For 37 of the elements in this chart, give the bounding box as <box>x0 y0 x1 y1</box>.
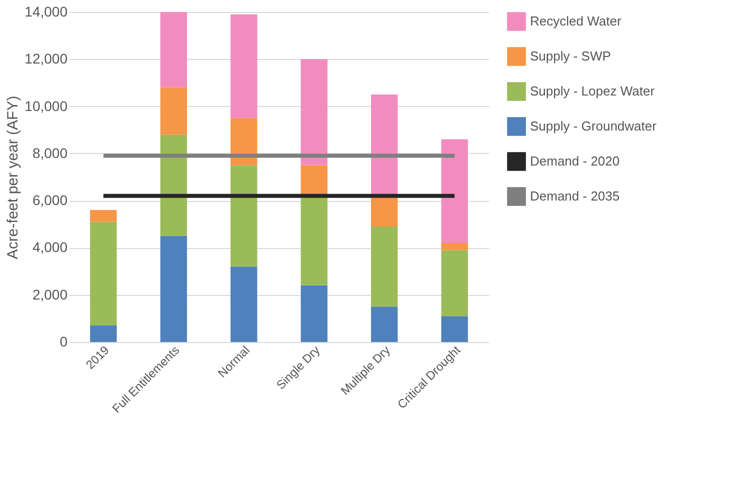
bar <box>160 87 187 135</box>
legend-label: Supply - Groundwater <box>530 118 658 134</box>
bar <box>230 266 258 342</box>
legend-label: Supply - Lopez Water <box>530 84 656 98</box>
bar <box>441 316 468 342</box>
y-tick-label: 4,000 <box>32 239 68 256</box>
bar <box>300 285 328 342</box>
legend-label: Demand - 2035 <box>530 188 620 204</box>
bar <box>371 306 398 342</box>
legend-label: Demand - 2020 <box>530 154 620 168</box>
y-tick-label: 2,000 <box>32 286 68 302</box>
bar <box>90 326 117 342</box>
bar <box>160 12 187 88</box>
bar <box>300 165 328 194</box>
bar <box>90 210 117 222</box>
bar <box>160 134 187 236</box>
y-axis-title: Acre-feet per year (AFY) <box>4 96 22 260</box>
bar <box>300 59 328 166</box>
bar <box>90 222 117 326</box>
y-tick-label: 10,000 <box>24 98 68 114</box>
y-tick-label: 0 <box>60 334 68 350</box>
y-tick-label: 14,000 <box>24 4 68 20</box>
bar <box>230 14 258 118</box>
bar <box>160 236 187 342</box>
legend-label: Supply - SWP <box>530 48 611 64</box>
bar <box>371 196 398 226</box>
bar <box>441 250 468 316</box>
bar <box>371 94 398 196</box>
legend-label: Recycled Water <box>530 14 622 28</box>
bar <box>230 165 258 267</box>
bar <box>441 139 468 243</box>
bar <box>441 243 468 250</box>
y-tick-label: 12,000 <box>24 50 68 67</box>
bar <box>371 226 398 307</box>
bar <box>300 194 328 286</box>
y-tick-label: 6,000 <box>32 192 68 208</box>
y-tick-label: 8,000 <box>32 144 68 161</box>
